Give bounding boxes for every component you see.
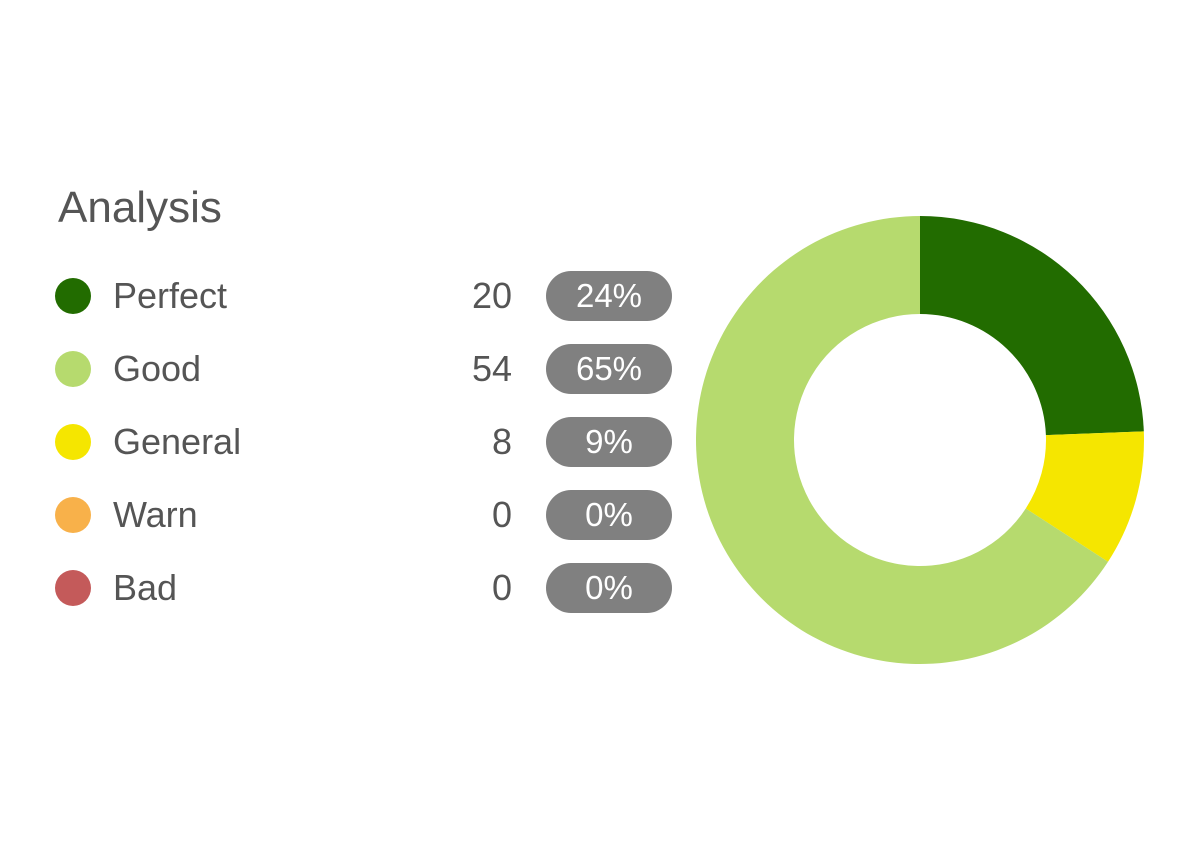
bad-label: Bad [113,567,178,608]
warn-dot [55,497,91,533]
good-count: 54 [471,348,512,389]
warn-percent-badge: 0% [546,490,672,540]
legend: Perfect 20 24% Good 54 65% General 8 9% … [0,270,700,613]
perfect-dot [55,278,91,314]
general-label: General [113,421,242,462]
general-percent-badge: 9% [546,417,672,467]
donut-slice-general [1025,431,1144,562]
bad-count: 0 [491,567,512,608]
bad-percent-badge: 0% [546,563,672,613]
donut-slice-good [696,216,1109,664]
donut-slice-perfect [920,216,1144,436]
good-dot [55,351,91,387]
warn-label: Warn [113,494,198,535]
legend-row-good: Good 54 65% [0,343,700,394]
bad-dot [55,570,91,606]
perfect-count: 20 [471,275,512,316]
legend-row-bad: Bad 0 0% [0,562,700,613]
general-dot [55,424,91,460]
title: Analysis [58,183,222,232]
good-label: Good [113,348,202,389]
warn-count: 0 [491,494,512,535]
good-percent-badge: 65% [546,344,672,394]
legend-row-warn: Warn 0 0% [0,489,700,540]
donut-chart [696,216,1144,664]
general-count: 8 [491,421,512,462]
legend-row-perfect: Perfect 20 24% [0,270,700,321]
legend-row-general: General 8 9% [0,416,700,467]
perfect-label: Perfect [113,275,228,316]
perfect-percent-badge: 24% [546,271,672,321]
